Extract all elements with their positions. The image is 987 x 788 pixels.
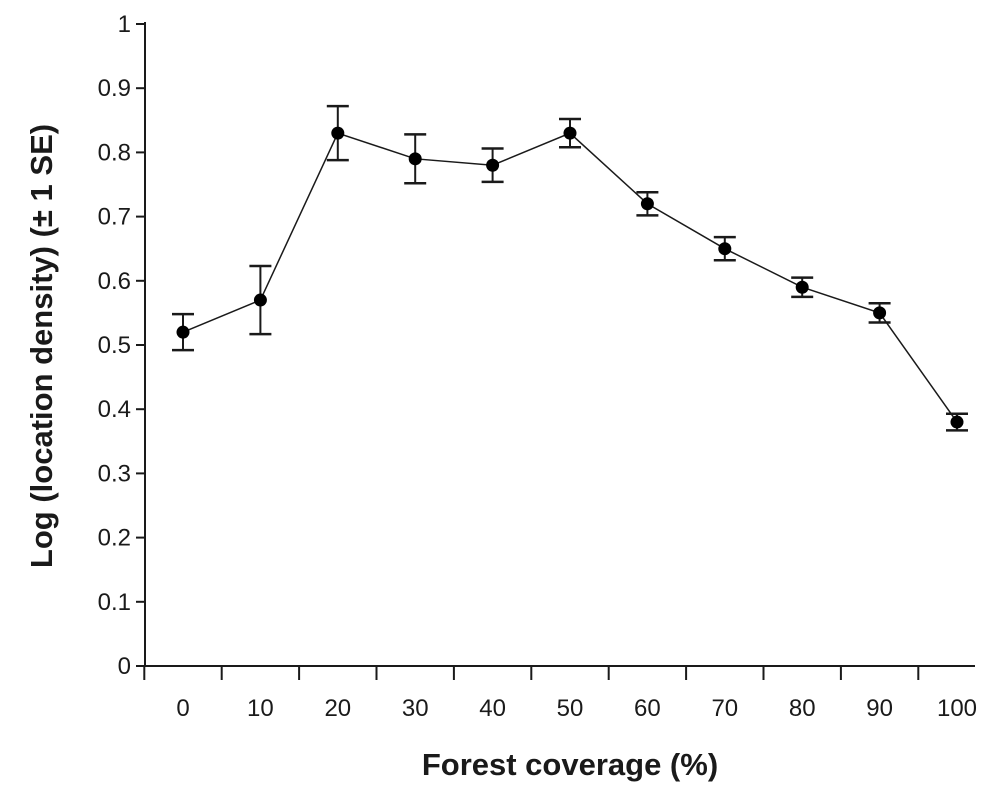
y-tick-label: 0.6 <box>98 268 131 295</box>
y-tick-label: 0.4 <box>98 396 131 423</box>
x-tick-label: 0 <box>176 695 189 722</box>
series-line <box>182 132 958 423</box>
y-tick-label: 0 <box>118 653 131 680</box>
x-axis-ticks: 0 10 20 30 40 50 60 70 80 90 100 <box>143 666 977 722</box>
y-tick-label: 0.5 <box>98 332 131 359</box>
error-bars <box>172 104 968 432</box>
data-point <box>795 280 809 294</box>
y-tick-label: 1 <box>118 11 131 38</box>
x-tick-label: 20 <box>324 695 351 722</box>
x-tick-label: 60 <box>634 695 661 722</box>
y-axis-ticks: 0 0.1 0.2 0.3 0.4 0.5 0.6 0.7 0.8 0.9 1 <box>98 11 145 680</box>
x-tick-label: 100 <box>937 695 977 722</box>
y-tick-label: 0.8 <box>98 139 131 166</box>
x-tick-label: 70 <box>711 695 738 722</box>
y-tick-label: 0.2 <box>98 525 131 552</box>
x-tick-label: 10 <box>247 695 274 722</box>
x-tick-label: 90 <box>866 695 893 722</box>
data-point <box>331 126 345 140</box>
data-point <box>486 158 500 172</box>
data-point <box>253 293 267 307</box>
data-point <box>873 306 887 320</box>
y-tick-label: 0.1 <box>98 589 131 616</box>
data-point <box>176 325 190 339</box>
y-tick-label: 0.3 <box>98 460 131 487</box>
series-line-group <box>182 132 958 423</box>
y-tick-label: 0.7 <box>98 204 131 231</box>
x-axis-label: Forest coverage (%) <box>422 747 718 782</box>
x-tick-label: 30 <box>402 695 429 722</box>
data-point <box>563 126 577 140</box>
data-point <box>408 152 422 166</box>
x-tick-label: 80 <box>789 695 816 722</box>
x-tick-label: 50 <box>557 695 584 722</box>
data-points <box>176 126 964 429</box>
data-point <box>640 197 654 211</box>
y-tick-label: 0.9 <box>98 75 131 102</box>
y-axis-label: Log (location density) (± 1 SE) <box>24 124 59 568</box>
data-point <box>950 415 964 429</box>
x-tick-label: 40 <box>479 695 506 722</box>
data-point <box>718 242 732 256</box>
